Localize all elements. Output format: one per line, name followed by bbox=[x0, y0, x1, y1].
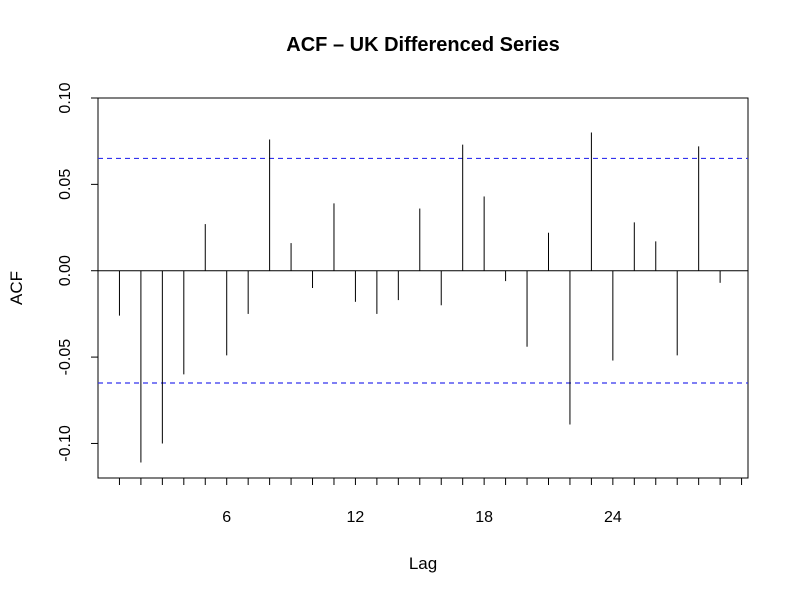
chart-marks: -0.10 -0.05 0.00 0.05 0.10 6 12 18 24 bbox=[57, 82, 748, 526]
y-tick-label: -0.05 bbox=[57, 339, 74, 376]
x-tick-label: 6 bbox=[222, 509, 231, 526]
x-tick-label: 24 bbox=[604, 509, 622, 526]
chart-title: ACF – UK Differenced Series bbox=[286, 34, 559, 56]
plot-frame bbox=[97, 97, 749, 479]
x-tick-label: 18 bbox=[475, 509, 493, 526]
x-tick-label: 12 bbox=[347, 509, 365, 526]
y-tick-label: 0.00 bbox=[57, 255, 74, 286]
y-tick-label: 0.05 bbox=[57, 169, 74, 200]
y-axis-label: ACF bbox=[7, 271, 26, 305]
y-tick-label: 0.10 bbox=[57, 82, 74, 113]
y-tick-label: -0.10 bbox=[57, 425, 74, 462]
x-axis-label: Lag bbox=[409, 554, 437, 573]
